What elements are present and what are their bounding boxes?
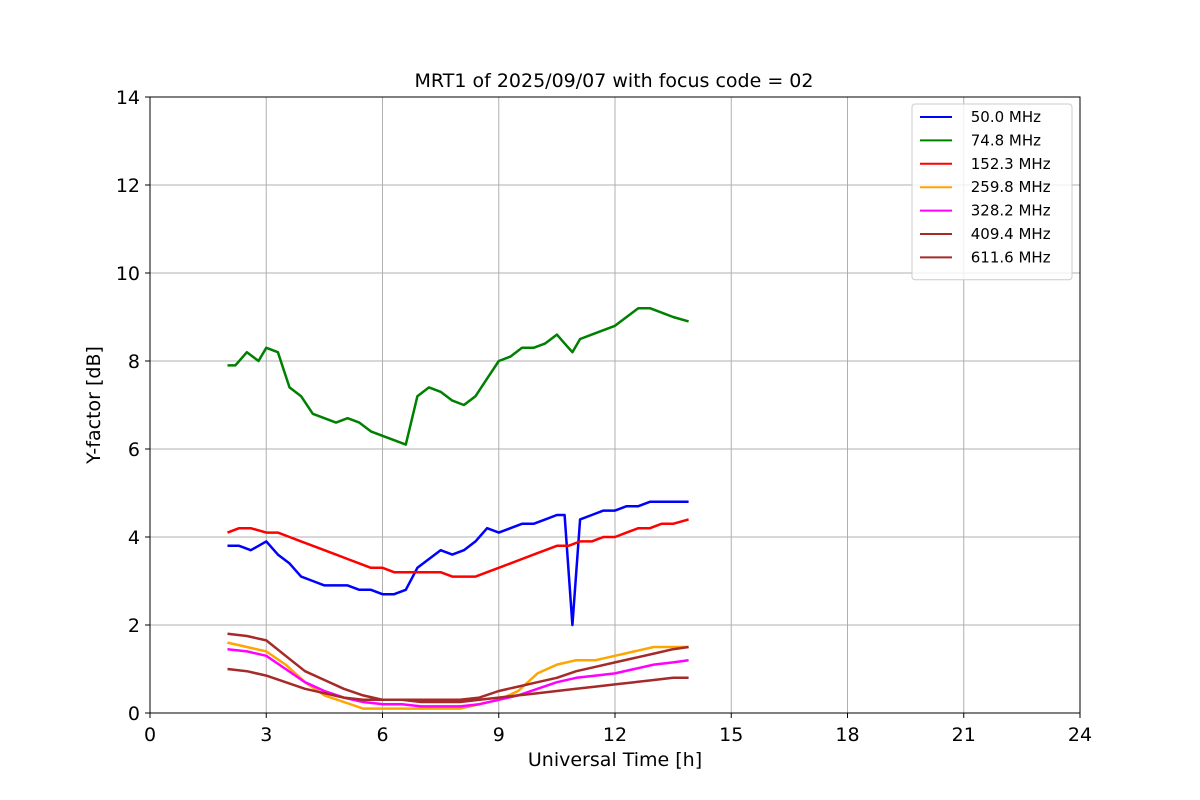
x-tick-label: 18 xyxy=(835,724,859,746)
y-axis-title: Y-factor [dB] xyxy=(83,346,105,465)
legend-box xyxy=(911,103,1073,281)
series-layer xyxy=(227,306,689,710)
x-tick-label: 0 xyxy=(144,724,156,746)
y-tick-label: 14 xyxy=(116,87,140,109)
legend-label: 409.4 MHz xyxy=(966,225,1051,243)
x-tick-label: 21 xyxy=(952,724,976,746)
x-tick-label: 24 xyxy=(1068,724,1092,746)
x-tick-label: 15 xyxy=(719,724,743,746)
series-line-4 xyxy=(227,647,689,708)
x-tick-label: 3 xyxy=(260,724,272,746)
chart-title: MRT1 of 2025/09/07 with focus code = 02 xyxy=(415,70,814,92)
series-line-5 xyxy=(227,667,689,704)
legend-label: 152.3 MHz xyxy=(966,155,1051,173)
series-line-6 xyxy=(227,632,689,702)
legend-label: 611.6 MHz xyxy=(966,248,1051,266)
y-tick-label: 2 xyxy=(128,615,140,637)
y-tick-label: 12 xyxy=(116,175,140,197)
x-tick-label: 9 xyxy=(493,724,505,746)
legend-label: 328.2 MHz xyxy=(966,202,1051,220)
legend: 50.0 MHz 74.8 MHz 152.3 MHz 259.8 MHz 32… xyxy=(911,103,1073,281)
y-tick-label: 0 xyxy=(128,703,140,725)
y-tick-label: 4 xyxy=(128,527,140,549)
legend-label: 50.0 MHz xyxy=(966,108,1041,126)
series-line-2 xyxy=(227,518,689,578)
y-tick-label: 8 xyxy=(128,351,140,373)
y-tick-label: 6 xyxy=(128,439,140,461)
x-tick-label: 12 xyxy=(603,724,627,746)
series-line-0 xyxy=(227,500,689,627)
x-axis-title: Universal Time [h] xyxy=(528,749,702,771)
legend-label: 259.8 MHz xyxy=(966,178,1051,196)
x-tick-label: 6 xyxy=(376,724,388,746)
series-line-1 xyxy=(227,306,689,446)
y-tick-label: 10 xyxy=(116,263,140,285)
legend-label: 74.8 MHz xyxy=(966,131,1041,149)
